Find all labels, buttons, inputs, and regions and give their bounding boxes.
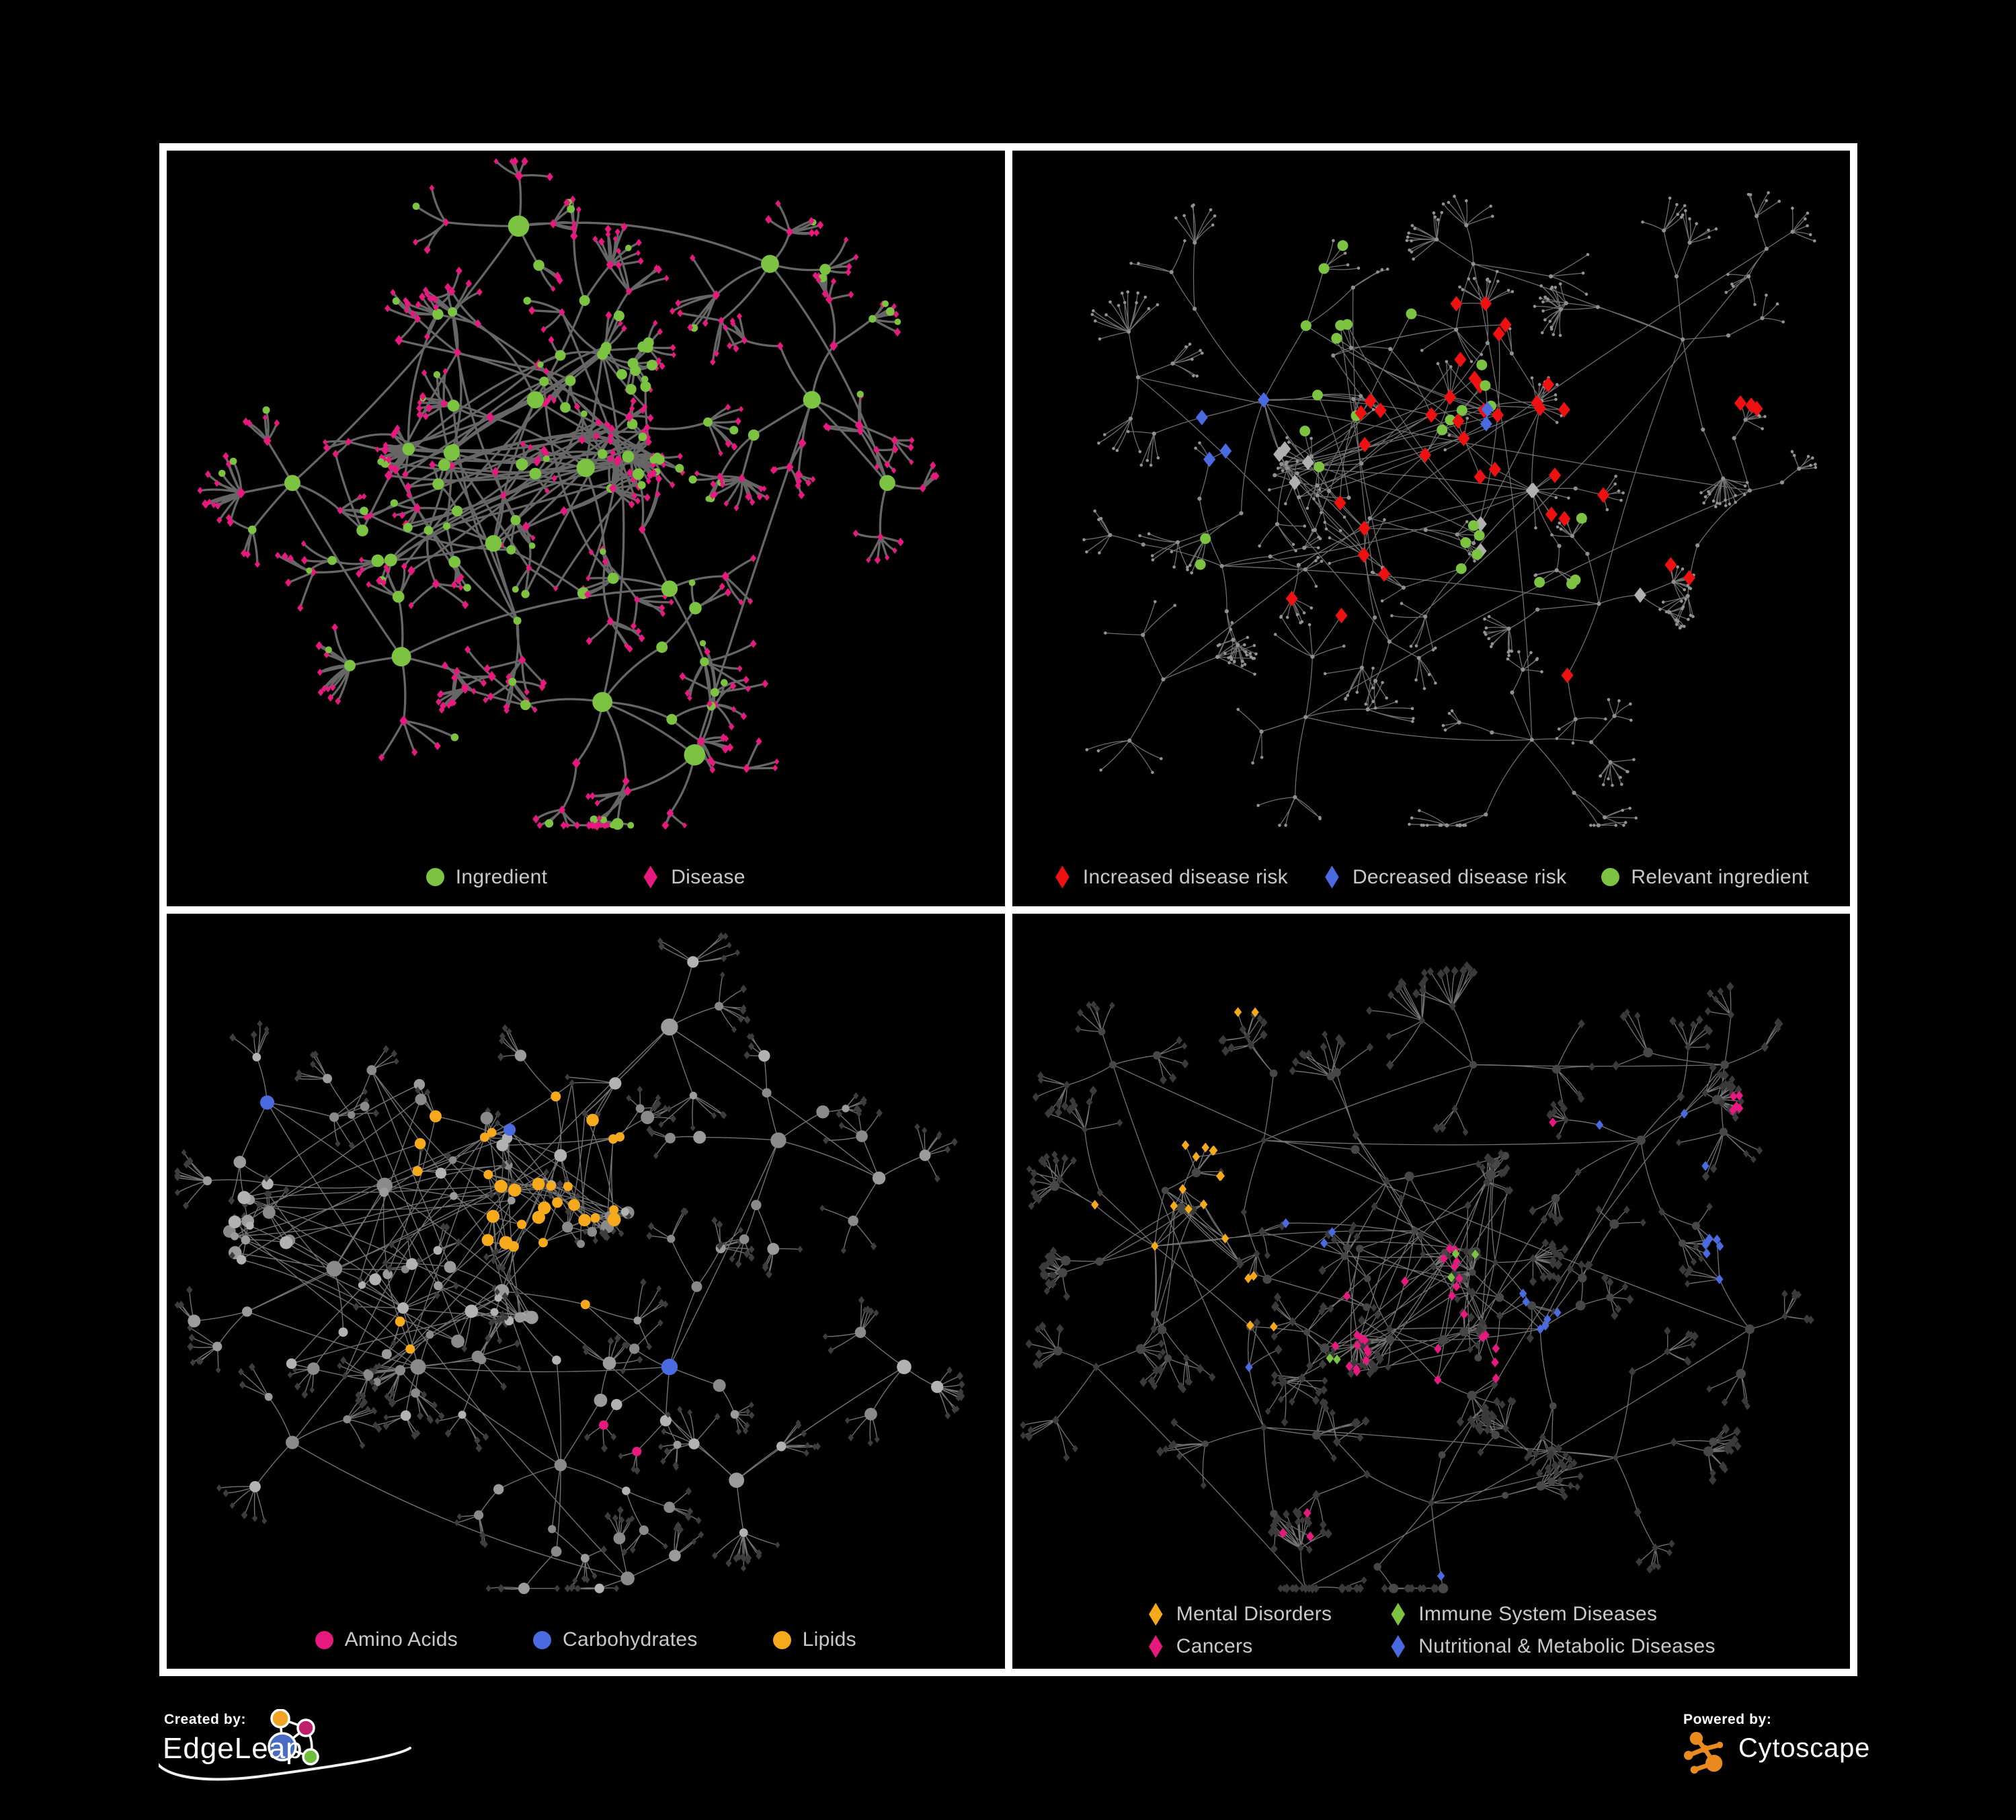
panel-disease-risk: Increased disease risk Decreased disease … bbox=[1012, 151, 1851, 906]
cytoscape-logo-icon bbox=[1683, 1731, 1724, 1774]
panel-nutrient-class: Amino Acids Carbohydrates Lipids bbox=[167, 913, 1005, 1669]
ingredient-disease-legend: Ingredient Disease bbox=[167, 865, 1005, 889]
diamond-marker-icon bbox=[1148, 1603, 1163, 1626]
edgeleap-credit: Created by: EdgeLeap bbox=[159, 1709, 535, 1810]
diamond-marker-icon bbox=[1391, 1603, 1406, 1626]
legend-item-decreased-disease-risk: Decreased disease risk bbox=[1323, 865, 1567, 889]
legend-item-nutritional-metabolic-diseases: Nutritional & Metabolic Diseases bbox=[1389, 1635, 1715, 1658]
powered-by-label: Powered by: bbox=[1683, 1712, 1772, 1727]
circle-marker-icon bbox=[772, 1630, 791, 1649]
legend-item-increased-disease-risk: Increased disease risk bbox=[1053, 865, 1288, 889]
diamond-marker-icon bbox=[1391, 1635, 1406, 1658]
panel-grid: Ingredient Disease Increased disease risk… bbox=[159, 143, 1857, 1676]
panel-disease-category: Mental Disorders Immune System Diseases Ca… bbox=[1012, 913, 1851, 1669]
legend-item-immune-system-diseases: Immune System Diseases bbox=[1389, 1603, 1657, 1626]
nutrient-class-legend: Amino Acids Carbohydrates Lipids bbox=[167, 1628, 1005, 1651]
disease-category-network-graph bbox=[1019, 961, 1814, 1593]
legend-label: Amino Acids bbox=[344, 1628, 458, 1651]
legend-item-amino-acids: Amino Acids bbox=[315, 1628, 458, 1651]
diamond-marker-icon bbox=[1325, 865, 1339, 889]
nutrient-class-network-graph bbox=[173, 931, 965, 1594]
legend-label: Relevant ingredient bbox=[1631, 865, 1809, 888]
disease-category-legend: Mental Disorders Immune System Diseases Ca… bbox=[1012, 1603, 1851, 1658]
legend-item-mental-disorders: Mental Disorders bbox=[1147, 1603, 1332, 1626]
legend-item-disease: Disease bbox=[641, 865, 745, 889]
legend-label: Cancers bbox=[1176, 1635, 1253, 1657]
cytoscape-brand: Cytoscape bbox=[1738, 1733, 1871, 1763]
circle-marker-icon bbox=[533, 1630, 551, 1649]
disease-risk-network-graph bbox=[1082, 191, 1817, 828]
legend-label: Lipids bbox=[802, 1628, 856, 1651]
legend-item-relevant-ingredient: Relevant ingredient bbox=[1601, 866, 1808, 889]
circle-marker-icon bbox=[1601, 868, 1620, 886]
cytoscape-credit: Powered by: Cytoscape bbox=[1678, 1709, 1987, 1803]
created-by-label: Created by: bbox=[164, 1712, 247, 1727]
circle-marker-icon bbox=[315, 1630, 333, 1649]
circle-marker-icon bbox=[426, 868, 444, 886]
diamond-marker-icon bbox=[1055, 865, 1070, 889]
diamond-marker-icon bbox=[643, 865, 657, 889]
panel-ingredient-disease: Ingredient Disease bbox=[167, 151, 1005, 906]
legend-item-cancers: Cancers bbox=[1147, 1635, 1253, 1658]
legend-label: Increased disease risk bbox=[1082, 865, 1288, 888]
legend-label: Decreased disease risk bbox=[1352, 865, 1567, 888]
legend-label: Ingredient bbox=[455, 865, 548, 888]
legend-label: Mental Disorders bbox=[1176, 1603, 1332, 1625]
ingredient-disease-network-graph bbox=[197, 157, 940, 831]
legend-item-ingredient: Ingredient bbox=[426, 866, 547, 889]
diamond-marker-icon bbox=[1148, 1635, 1163, 1658]
legend-label: Disease bbox=[671, 865, 745, 888]
legend-item-carbohydrates: Carbohydrates bbox=[533, 1628, 698, 1651]
legend-item-lipids: Lipids bbox=[772, 1628, 856, 1651]
edgeleap-brand: EdgeLeap bbox=[163, 1732, 303, 1765]
legend-label: Carbohydrates bbox=[563, 1628, 698, 1651]
legend-label: Immune System Diseases bbox=[1418, 1603, 1658, 1625]
disease-risk-legend: Increased disease risk Decreased disease … bbox=[1012, 865, 1851, 889]
legend-label: Nutritional & Metabolic Diseases bbox=[1418, 1635, 1716, 1657]
